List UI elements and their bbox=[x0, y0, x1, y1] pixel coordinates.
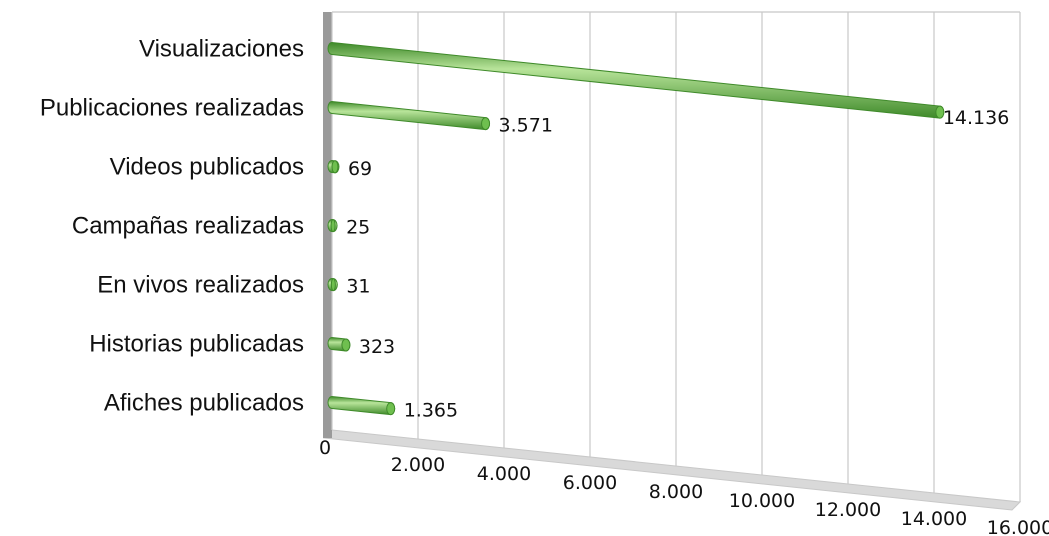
x-tick-labels: 0 2.000 4.000 6.000 8.000 10.000 12.000 14.000 1… bbox=[319, 437, 1049, 536]
bar-body bbox=[327, 41, 945, 119]
category-label: Historias publicadas bbox=[89, 331, 304, 358]
data-label: 3.571 bbox=[499, 115, 553, 137]
bar-body bbox=[327, 395, 396, 416]
bar bbox=[327, 159, 340, 174]
bar-cap bbox=[481, 117, 491, 131]
category-label: Campañas realizadas bbox=[72, 213, 304, 240]
x-tick-label: 6.000 bbox=[563, 472, 617, 494]
bar-cap bbox=[330, 278, 336, 292]
bar bbox=[327, 336, 351, 352]
x-tick-label: 10.000 bbox=[729, 490, 795, 512]
chart-side-wall bbox=[323, 12, 332, 438]
category-label: Videos publicados bbox=[110, 154, 304, 181]
chart-walls bbox=[322, 12, 1022, 511]
category-label: Visualizaciones bbox=[139, 36, 304, 63]
x-tick-label: 2.000 bbox=[391, 454, 445, 476]
x-tick-label: 0 bbox=[319, 437, 331, 459]
category-label: Publicaciones realizadas bbox=[40, 95, 304, 122]
bar-cap bbox=[386, 402, 396, 416]
data-label: 69 bbox=[348, 158, 372, 180]
bar bbox=[327, 277, 338, 292]
bar bbox=[327, 100, 491, 131]
bar-body bbox=[327, 100, 491, 131]
data-label: 25 bbox=[346, 217, 370, 239]
bar bbox=[327, 41, 945, 119]
category-labels: Visualizaciones Publicaciones realizadas V… bbox=[40, 36, 304, 417]
bar bbox=[327, 395, 396, 416]
x-tick-label: 4.000 bbox=[477, 463, 531, 485]
x-tick-label: 14.000 bbox=[901, 508, 967, 530]
bar-cap bbox=[330, 219, 336, 233]
x-tick-label: 12.000 bbox=[815, 499, 881, 521]
x-tick-label: 16.000 bbox=[987, 517, 1049, 536]
x-tick-label: 8.000 bbox=[649, 481, 703, 503]
category-label: Afiches publicados bbox=[104, 390, 304, 417]
bar bbox=[327, 218, 338, 233]
category-label: En vivos realizados bbox=[97, 272, 304, 299]
data-label: 31 bbox=[346, 276, 370, 298]
bar-cap bbox=[341, 338, 351, 352]
data-label: 14.136 bbox=[943, 107, 1009, 129]
bar-cap bbox=[935, 105, 945, 119]
data-label: 1.365 bbox=[404, 400, 458, 422]
gridlines bbox=[331, 11, 1021, 502]
bar-cap bbox=[331, 160, 339, 174]
data-label: 323 bbox=[359, 336, 395, 358]
bars bbox=[327, 41, 945, 416]
data-labels: 14.136 3.571 69 25 31 323 1.365 bbox=[346, 107, 1009, 422]
